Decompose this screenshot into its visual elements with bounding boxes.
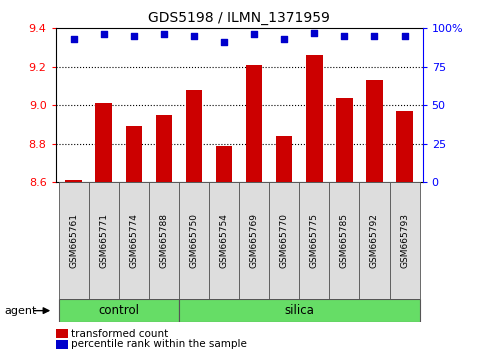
Text: GSM665785: GSM665785	[340, 213, 349, 268]
Text: GSM665761: GSM665761	[69, 213, 78, 268]
Text: transformed count: transformed count	[71, 329, 168, 339]
FancyBboxPatch shape	[299, 182, 329, 299]
FancyBboxPatch shape	[89, 182, 119, 299]
Text: GSM665774: GSM665774	[129, 213, 138, 268]
Text: control: control	[98, 304, 139, 317]
Text: GSM665770: GSM665770	[280, 213, 289, 268]
FancyBboxPatch shape	[239, 182, 269, 299]
Point	[250, 32, 258, 37]
Text: GSM665771: GSM665771	[99, 213, 108, 268]
Text: GDS5198 / ILMN_1371959: GDS5198 / ILMN_1371959	[148, 11, 330, 25]
Bar	[306, 55, 323, 182]
Bar	[216, 146, 232, 182]
Text: GSM665788: GSM665788	[159, 213, 169, 268]
Bar	[246, 65, 262, 182]
Text: agent: agent	[5, 306, 37, 316]
FancyBboxPatch shape	[149, 182, 179, 299]
FancyBboxPatch shape	[269, 182, 299, 299]
Text: GSM665750: GSM665750	[189, 213, 199, 268]
Text: silica: silica	[284, 304, 314, 317]
Bar	[126, 126, 142, 182]
Text: GSM665769: GSM665769	[250, 213, 258, 268]
Bar	[65, 181, 82, 182]
Text: percentile rank within the sample: percentile rank within the sample	[71, 339, 247, 349]
FancyBboxPatch shape	[389, 182, 420, 299]
FancyBboxPatch shape	[209, 182, 239, 299]
FancyBboxPatch shape	[119, 182, 149, 299]
Text: GSM665793: GSM665793	[400, 213, 409, 268]
Bar	[96, 103, 112, 182]
Bar	[185, 90, 202, 182]
FancyBboxPatch shape	[359, 182, 389, 299]
Point	[341, 33, 348, 39]
Point	[190, 33, 198, 39]
Bar	[276, 136, 293, 182]
Bar	[366, 80, 383, 182]
Point	[311, 30, 318, 36]
Text: GSM665754: GSM665754	[220, 213, 228, 268]
Point	[160, 32, 168, 37]
Point	[220, 39, 228, 45]
Text: GSM665792: GSM665792	[370, 213, 379, 268]
Point	[100, 32, 108, 37]
Bar	[396, 111, 413, 182]
Bar	[156, 115, 172, 182]
Point	[280, 36, 288, 42]
Bar	[336, 98, 353, 182]
FancyBboxPatch shape	[58, 299, 179, 322]
FancyBboxPatch shape	[179, 182, 209, 299]
Point	[370, 33, 378, 39]
Point	[130, 33, 138, 39]
Point	[401, 33, 409, 39]
Point	[70, 36, 77, 42]
Text: GSM665775: GSM665775	[310, 213, 319, 268]
FancyBboxPatch shape	[58, 182, 89, 299]
FancyBboxPatch shape	[179, 299, 420, 322]
FancyBboxPatch shape	[329, 182, 359, 299]
